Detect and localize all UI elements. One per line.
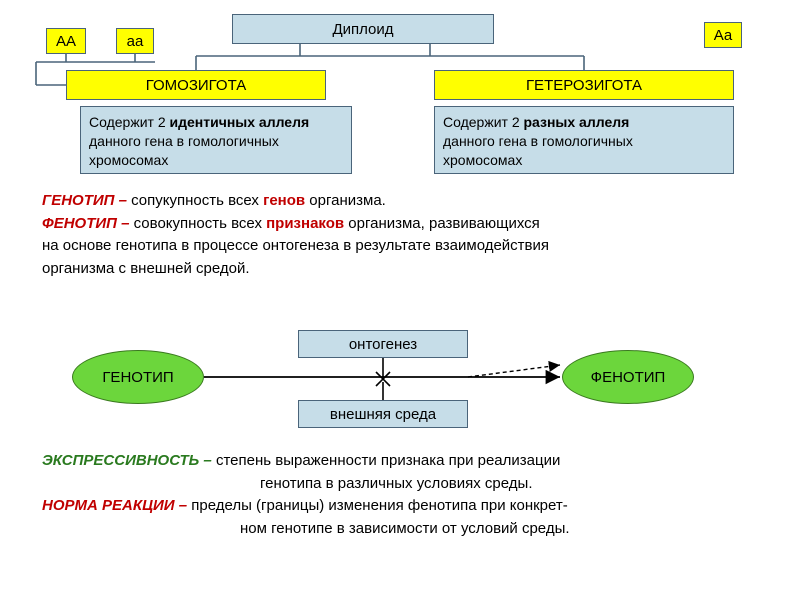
phenotype-key: признаков [266, 215, 344, 232]
phenotype-term: ФЕНОТИП – [42, 215, 134, 232]
hetero-desc-1a: Содержит 2 [443, 114, 524, 130]
hetero-desc-2: данного гена в гомологичных [443, 133, 633, 149]
norm-body2: ном генотипе в зависимости от условий ср… [42, 518, 570, 541]
heterozygote-box: ГЕТЕРОЗИГОТА [434, 70, 734, 100]
phenotype-line3: организма с внешней средой. [42, 260, 250, 277]
homozygote-desc: Содержит 2 идентичных аллеля данного ген… [80, 106, 352, 174]
express-term: ЭКСПРЕССИВНОСТЬ – [42, 452, 216, 469]
genotype-ellipse: ГЕНОТИП [72, 350, 204, 404]
genotype-pre: сопукупность всех [131, 192, 263, 209]
express-body1: степень выраженности признака при реализ… [216, 452, 560, 469]
ontogenesis-box: онтогенез [298, 330, 468, 358]
bottom-definitions: ЭКСПРЕССИВНОСТЬ – степень выраженности п… [42, 450, 762, 540]
homozygote-label: ГОМОЗИГОТА [146, 77, 247, 94]
Aa-label: Аа [714, 27, 733, 44]
allele-Aa: Аа [704, 22, 742, 48]
genotype-key: генов [263, 192, 305, 209]
hetero-desc-3: хромосомах [443, 152, 522, 168]
allele-AA: АА [46, 28, 86, 54]
environment-box: внешняя среда [298, 400, 468, 428]
homo-desc-1a: Содержит 2 [89, 114, 170, 130]
definitions-block: ГЕНОТИП – сопукупность всех генов органи… [42, 190, 762, 280]
diploid-box: Диплоид [232, 14, 494, 44]
phenotype-pre: совокупность всех [134, 215, 266, 232]
aa-label: аа [127, 33, 144, 50]
express-body2: генотипа в различных условиях среды. [42, 473, 533, 496]
diploid-label: Диплоид [332, 21, 393, 38]
phenotype-ellipse: ФЕНОТИП [562, 350, 694, 404]
phenotype-line2: на основе генотипа в процессе онтогенеза… [42, 237, 549, 254]
AA-label: АА [56, 33, 76, 50]
phenotype-post1: организма, развивающихся [344, 215, 540, 232]
genotype-term: ГЕНОТИП – [42, 192, 131, 209]
norm-term: НОРМА РЕАКЦИИ – [42, 497, 191, 514]
allele-aa: аа [116, 28, 154, 54]
genotype-label: ГЕНОТИП [102, 369, 173, 386]
environment-label: внешняя среда [330, 406, 436, 423]
genotype-post: организма. [305, 192, 386, 209]
homo-desc-1b: идентичных аллеля [170, 114, 310, 130]
hetero-desc-1b: разных аллеля [524, 114, 630, 130]
ontogenesis-label: онтогенез [349, 336, 417, 353]
phenotype-label: ФЕНОТИП [591, 369, 666, 386]
homo-desc-2: данного гена в гомологичных [89, 133, 279, 149]
heterozygote-label: ГЕТЕРОЗИГОТА [526, 77, 642, 94]
norm-body1: пределы (границы) изменения фенотипа при… [191, 497, 567, 514]
heterozygote-desc: Содержит 2 разных аллеля данного гена в … [434, 106, 734, 174]
homo-desc-3: хромосомах [89, 152, 168, 168]
homozygote-box: ГОМОЗИГОТА [66, 70, 326, 100]
